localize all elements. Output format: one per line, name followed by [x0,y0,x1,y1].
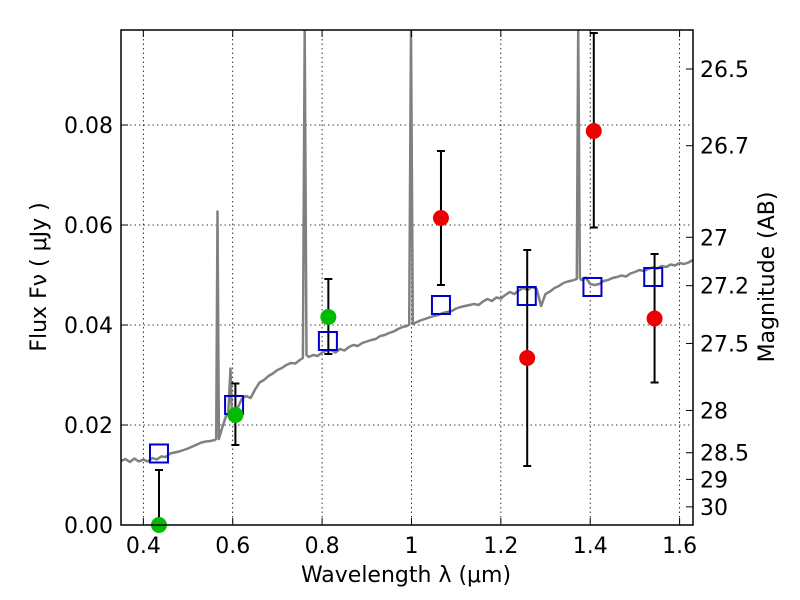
observed-point [646,310,663,327]
x-tick-label: 1 [404,534,418,559]
observed-point [585,123,602,139]
model-photometry-point [516,286,537,306]
x-tick-label: 1.2 [483,534,518,559]
right-tick-label: 28.5 [700,442,749,467]
observed-point [227,407,244,423]
ticks [121,30,693,526]
right-tick-label: 27 [700,226,728,251]
markers [148,123,664,533]
model-photometry-point [430,295,451,315]
x-tick-label: 0.4 [126,534,161,559]
y-tick-label: 0.00 [64,514,113,539]
model-photometry-point [148,443,169,464]
y-tick-label: 0.06 [64,214,113,239]
right-tick-label: 30 [700,496,728,521]
right-tick-label: 27.5 [700,332,749,357]
y-tick-label: 0.02 [64,414,113,439]
x-axis-label: Wavelength λ (μm) [301,563,511,588]
right-tick-label: 26.5 [700,58,749,83]
model-photometry-point [317,331,338,351]
x-tick-label: 0.8 [305,534,340,559]
right-tick-label: 28 [700,399,728,424]
x-tick-label: 0.6 [215,534,250,559]
spectrum-line [121,30,693,464]
y-tick-label: 0.04 [64,314,113,339]
right-tick-label: 29 [700,468,728,493]
right-y-axis-label: Magnitude (AB) [755,192,780,363]
x-tick-label: 1.4 [573,534,608,559]
y-tick-label: 0.08 [64,114,113,139]
model-photometry-point [643,267,664,287]
right-tick-label: 26.7 [700,135,749,160]
spectrum [121,30,693,464]
grid [121,30,693,525]
y-axis-label: Flux Fν ( μJy ) [27,202,52,351]
right-tick-label: 27.2 [700,275,749,300]
plot-frame [120,29,694,526]
observed-point [320,309,337,325]
model-photometry-point [582,277,603,297]
observed-point [519,350,536,366]
observed-point [432,210,449,226]
x-tick-label: 1.6 [662,534,697,559]
tick-labels: 0.4 0.6 0.8 1 1.2 1.4 1.6 0.00 0.02 0.04 0.06 0.08 2… [64,58,749,559]
